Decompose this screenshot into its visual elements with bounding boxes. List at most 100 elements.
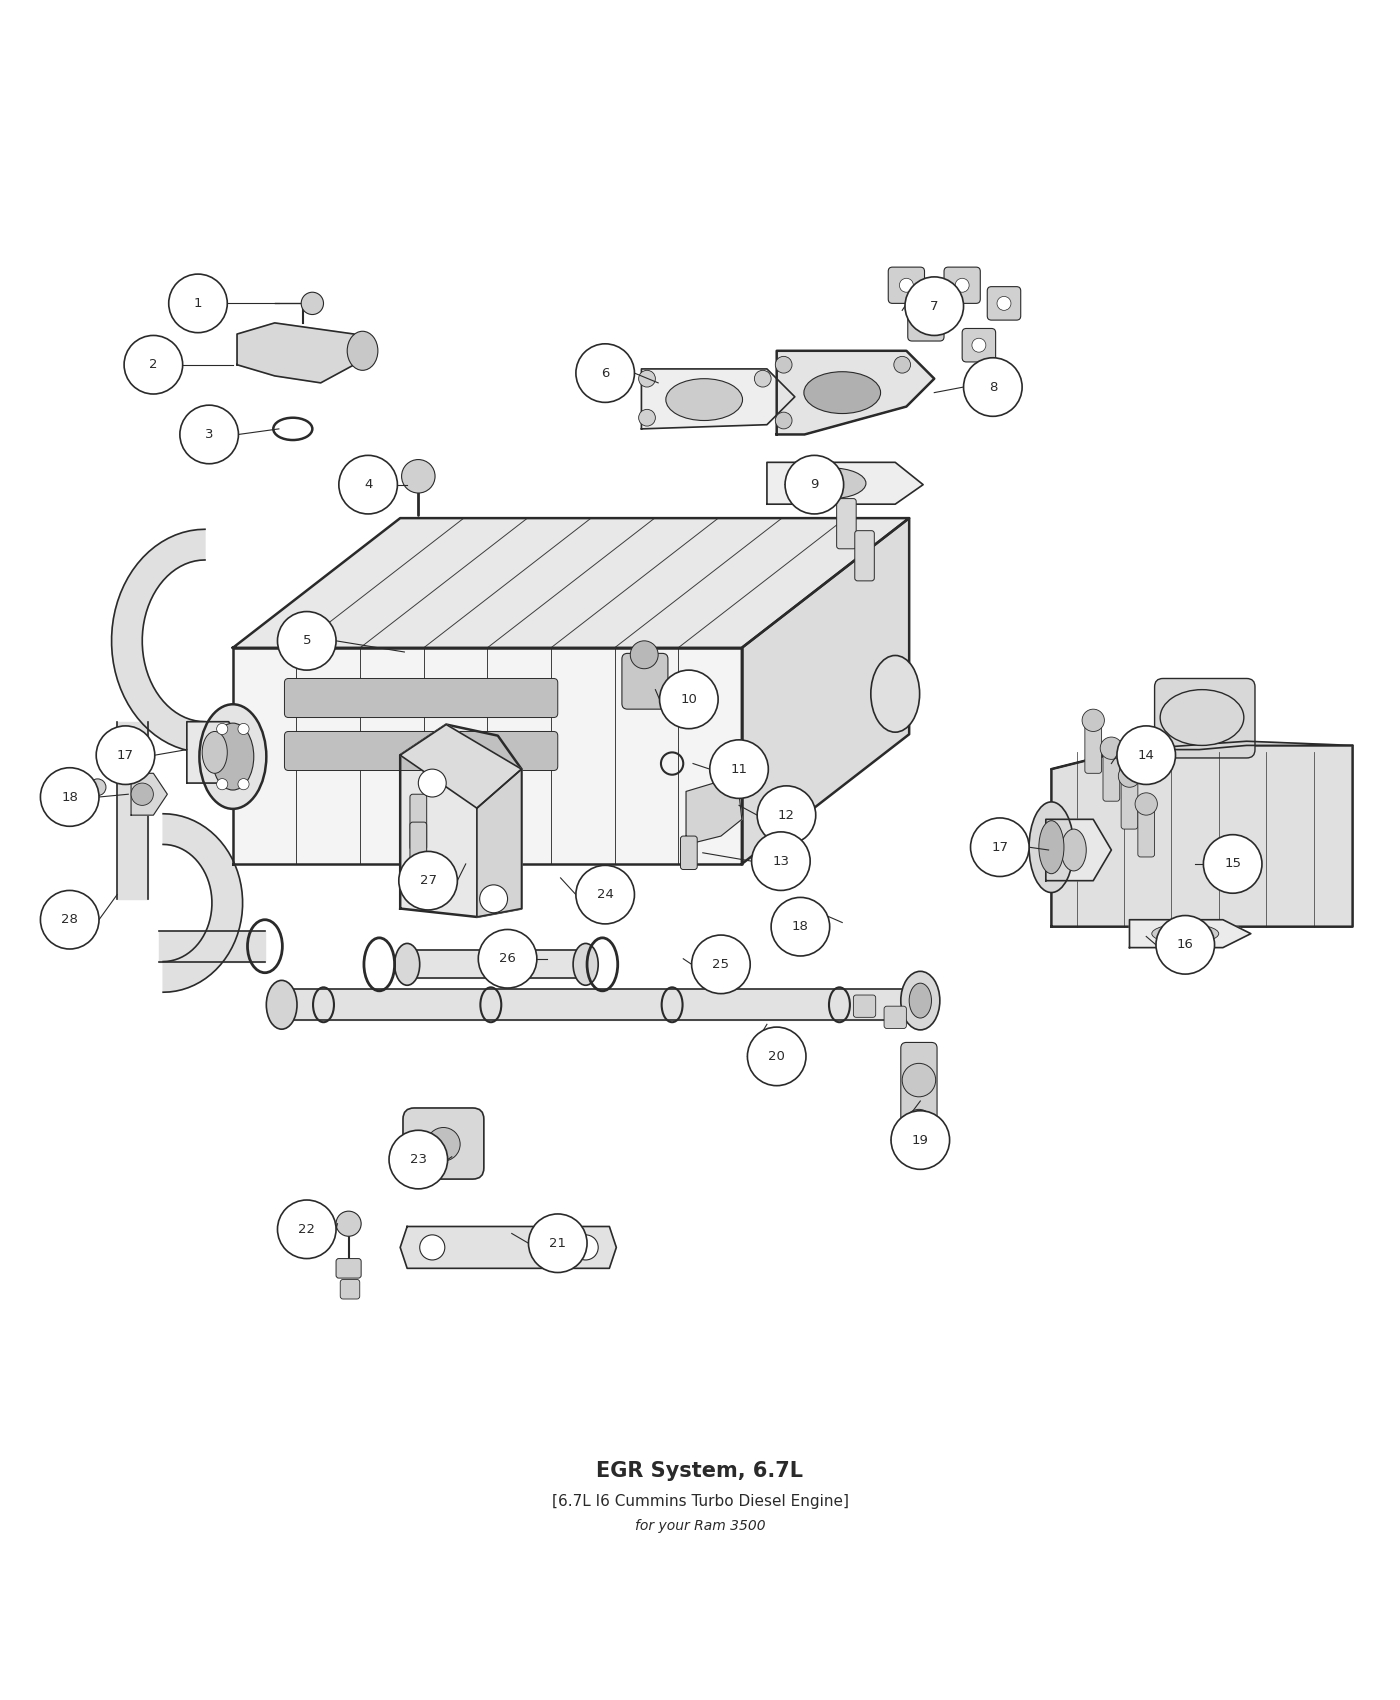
Polygon shape: [777, 350, 934, 435]
Ellipse shape: [211, 722, 253, 790]
Polygon shape: [742, 518, 909, 864]
Text: 26: 26: [500, 952, 517, 966]
Text: EGR System, 6.7L: EGR System, 6.7L: [596, 1460, 804, 1481]
FancyBboxPatch shape: [1121, 775, 1138, 830]
Ellipse shape: [797, 468, 867, 498]
Text: 17: 17: [118, 748, 134, 762]
FancyBboxPatch shape: [883, 1006, 906, 1028]
Polygon shape: [1051, 745, 1352, 927]
Polygon shape: [112, 529, 204, 753]
Text: 23: 23: [410, 1153, 427, 1166]
Text: 4: 4: [364, 478, 372, 491]
Ellipse shape: [1039, 821, 1064, 874]
Circle shape: [90, 779, 106, 796]
Polygon shape: [281, 989, 920, 1020]
Circle shape: [904, 277, 963, 335]
Circle shape: [575, 343, 634, 403]
Ellipse shape: [1061, 830, 1086, 870]
Text: 3: 3: [204, 428, 213, 440]
Ellipse shape: [900, 971, 939, 1030]
Ellipse shape: [1152, 923, 1219, 944]
Text: 10: 10: [680, 694, 697, 705]
Circle shape: [420, 1234, 445, 1260]
Text: 27: 27: [420, 874, 437, 887]
Circle shape: [972, 338, 986, 352]
Circle shape: [710, 740, 769, 799]
Polygon shape: [1046, 819, 1112, 881]
FancyBboxPatch shape: [284, 731, 557, 770]
Circle shape: [1082, 709, 1105, 731]
Circle shape: [755, 371, 771, 388]
Circle shape: [389, 1130, 448, 1188]
Polygon shape: [1130, 920, 1250, 947]
Circle shape: [785, 456, 844, 513]
Polygon shape: [232, 648, 742, 864]
Polygon shape: [118, 722, 148, 899]
Circle shape: [399, 852, 458, 910]
FancyBboxPatch shape: [1138, 802, 1155, 857]
Circle shape: [918, 316, 932, 330]
FancyBboxPatch shape: [944, 267, 980, 303]
Circle shape: [419, 768, 447, 797]
Circle shape: [480, 886, 508, 913]
Polygon shape: [400, 1226, 616, 1268]
Polygon shape: [400, 724, 522, 807]
Polygon shape: [641, 369, 795, 428]
Text: 18: 18: [62, 790, 78, 804]
Circle shape: [217, 779, 228, 790]
Ellipse shape: [871, 656, 920, 733]
Circle shape: [963, 357, 1022, 416]
Circle shape: [238, 779, 249, 790]
Circle shape: [776, 357, 792, 372]
Ellipse shape: [395, 944, 420, 986]
Text: 11: 11: [731, 763, 748, 775]
Ellipse shape: [804, 372, 881, 413]
FancyBboxPatch shape: [410, 823, 427, 877]
FancyBboxPatch shape: [855, 530, 875, 581]
Circle shape: [427, 1127, 461, 1161]
Polygon shape: [237, 323, 354, 382]
FancyBboxPatch shape: [284, 678, 557, 717]
Circle shape: [776, 411, 792, 428]
FancyBboxPatch shape: [336, 1258, 361, 1278]
Circle shape: [402, 459, 435, 493]
Circle shape: [890, 1110, 949, 1170]
Circle shape: [339, 456, 398, 513]
Circle shape: [169, 274, 227, 333]
Circle shape: [638, 371, 655, 388]
Ellipse shape: [266, 981, 297, 1028]
Ellipse shape: [1029, 802, 1074, 892]
Circle shape: [1135, 792, 1158, 814]
Text: 12: 12: [778, 809, 795, 821]
Circle shape: [277, 1200, 336, 1258]
Circle shape: [771, 898, 830, 955]
Text: 28: 28: [62, 913, 78, 927]
Circle shape: [277, 612, 336, 670]
Polygon shape: [164, 814, 242, 993]
Polygon shape: [407, 950, 585, 977]
Text: 25: 25: [713, 957, 729, 971]
Circle shape: [132, 784, 154, 806]
Text: 1: 1: [193, 298, 202, 309]
Circle shape: [238, 724, 249, 734]
Polygon shape: [1051, 741, 1352, 768]
Circle shape: [301, 292, 323, 314]
FancyBboxPatch shape: [1085, 719, 1102, 774]
Circle shape: [179, 405, 238, 464]
Circle shape: [573, 1234, 598, 1260]
Text: [6.7L I6 Cummins Turbo Diesel Engine]: [6.7L I6 Cummins Turbo Diesel Engine]: [552, 1494, 848, 1508]
Circle shape: [1156, 916, 1215, 974]
Ellipse shape: [909, 983, 931, 1018]
FancyBboxPatch shape: [837, 498, 857, 549]
Circle shape: [41, 891, 99, 949]
Text: 7: 7: [930, 299, 938, 313]
Ellipse shape: [666, 379, 742, 420]
Text: 8: 8: [988, 381, 997, 393]
Circle shape: [997, 296, 1011, 311]
Ellipse shape: [347, 332, 378, 371]
Ellipse shape: [199, 704, 266, 809]
FancyBboxPatch shape: [888, 267, 924, 303]
FancyBboxPatch shape: [1155, 678, 1254, 758]
Polygon shape: [232, 518, 909, 648]
Text: 15: 15: [1224, 857, 1242, 870]
